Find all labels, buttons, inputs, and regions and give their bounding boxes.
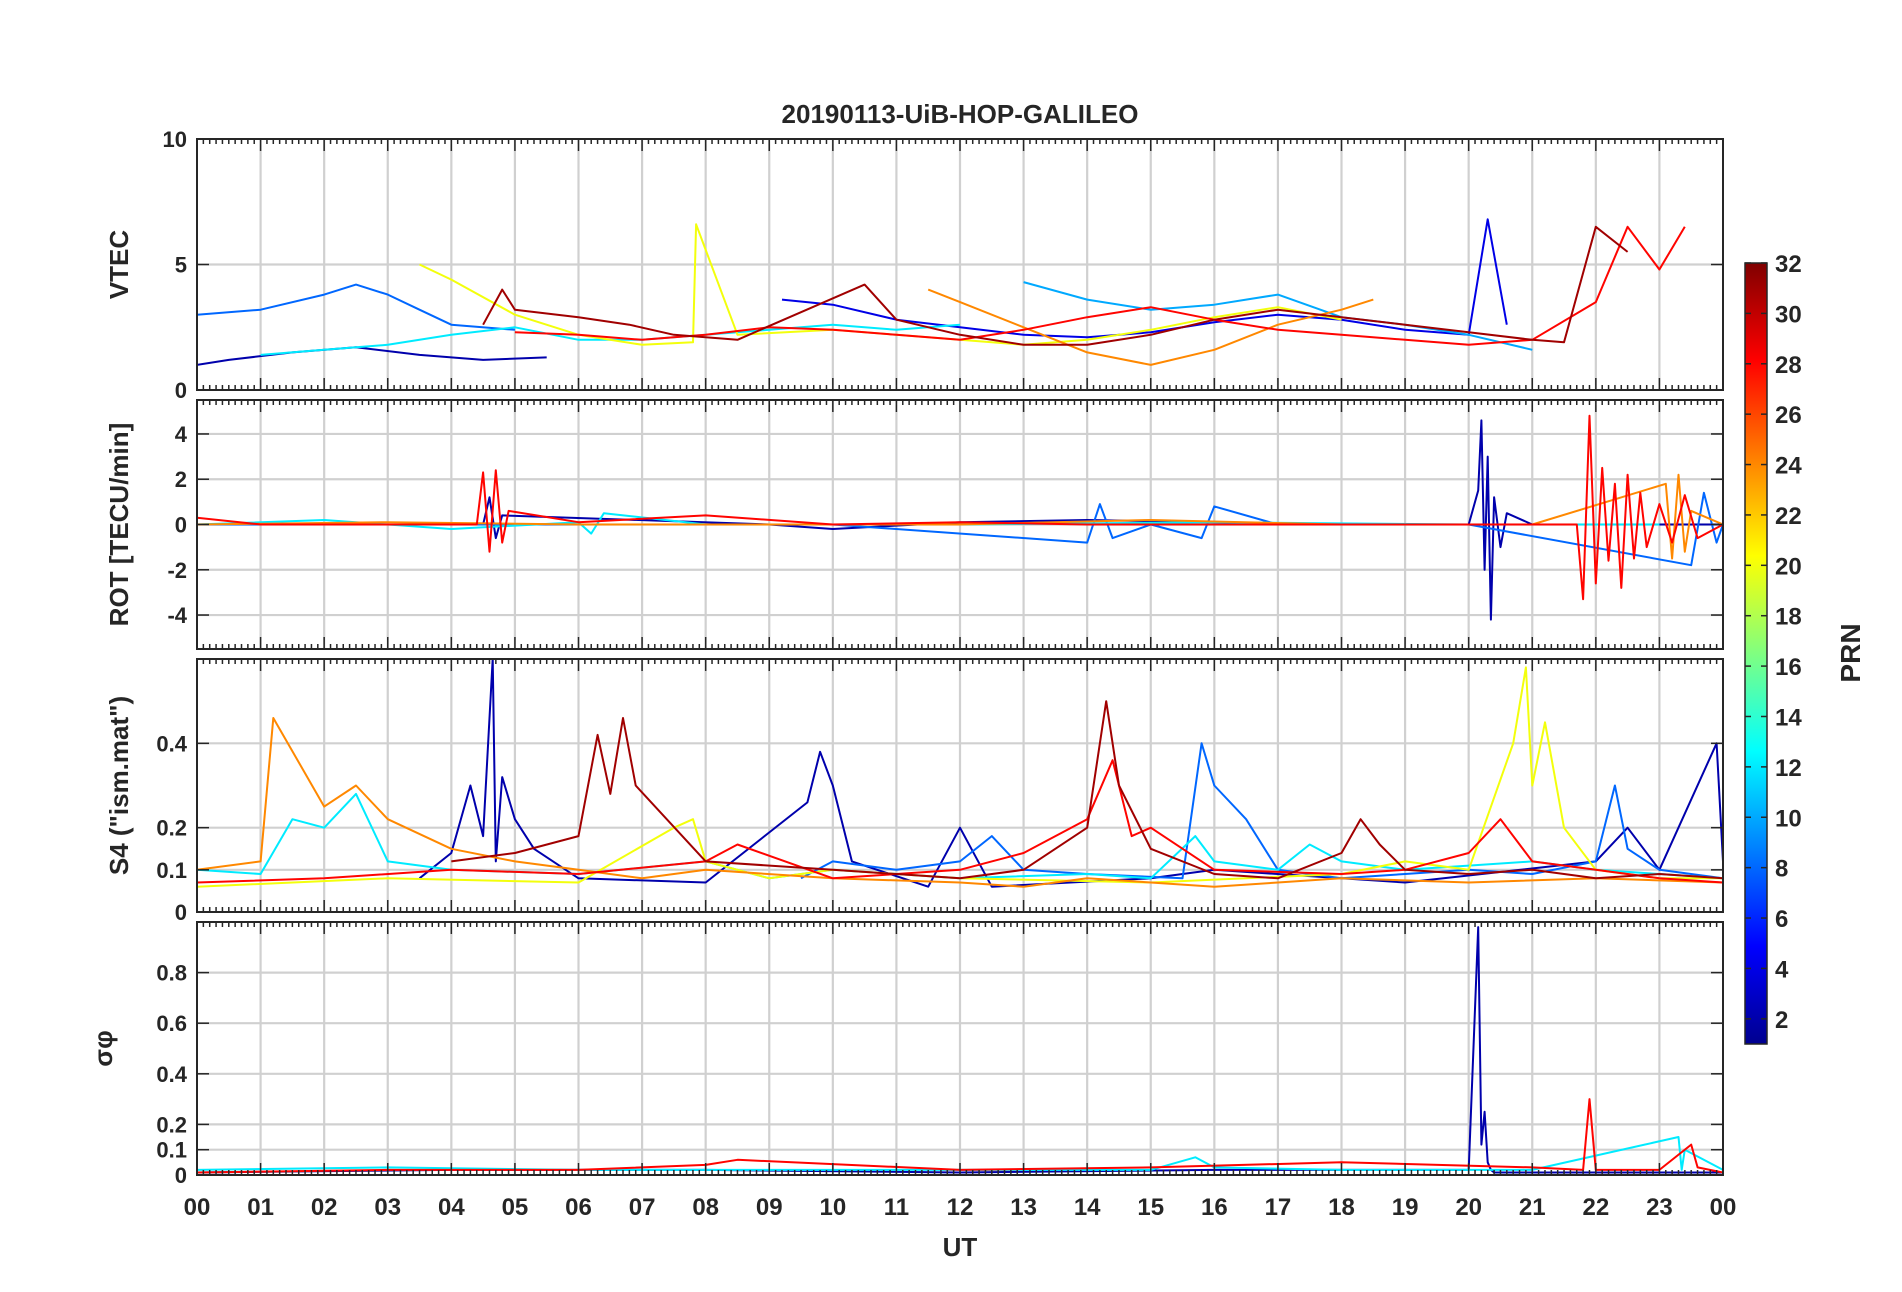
y-tick-label: 0.2 [156, 816, 187, 841]
x-tick-label: 21 [1519, 1194, 1546, 1221]
x-tick-label: 18 [1328, 1194, 1355, 1221]
series-line-prn-12 [197, 792, 1723, 880]
x-tick-label: 05 [502, 1194, 529, 1221]
colorbar-tick-label: 10 [1775, 805, 1802, 832]
colorbar-tick-label: 18 [1775, 604, 1802, 631]
x-tick-label: 23 [1646, 1194, 1673, 1221]
series-line-prn-28 [514, 225, 1686, 346]
y-tick-label: 2 [175, 467, 187, 492]
series-group [197, 218, 1686, 366]
y-tick-label: -4 [167, 603, 187, 628]
y-axis-label: σφ [88, 1030, 118, 1066]
panel-3: 0 0.1 0.2 0.4 S4 ("ism.mat") [104, 658, 1724, 925]
colorbar-tick-label: 28 [1775, 352, 1802, 379]
x-tick-label: 16 [1201, 1194, 1228, 1221]
x-tick-label: 06 [565, 1194, 592, 1221]
colorbar-tick-label: 2 [1775, 1007, 1788, 1034]
y-tick-label: 0.1 [156, 1138, 187, 1163]
x-tick-label: 19 [1392, 1194, 1419, 1221]
x-tick-label: 11 [884, 1194, 909, 1221]
y-axis-label: VTEC [104, 230, 134, 300]
x-tick-label: 10 [819, 1194, 846, 1221]
x-tick-label: 14 [1074, 1194, 1101, 1221]
y-tick-label: 0 [175, 900, 187, 925]
x-axis-label: UT [943, 1232, 978, 1262]
colorbar-gradient [1744, 262, 1768, 1045]
figure-title: 20190113-UiB-HOP-GALILEO [782, 99, 1139, 129]
colorbar-tick-label: 26 [1775, 402, 1802, 429]
y-tick-label: 0 [175, 378, 187, 403]
panel-1: 0 5 10 VTEC [104, 127, 1724, 403]
x-tick-label: 08 [692, 1194, 719, 1221]
x-tick-label: 00 [184, 1194, 211, 1221]
series-line-prn-28 [197, 414, 1723, 601]
colorbar-tick-label: 8 [1775, 856, 1788, 883]
colorbar-label: PRN [1835, 623, 1866, 682]
y-tick-label: 0.4 [156, 1062, 187, 1087]
series-line-prn-31 [451, 700, 1723, 880]
colorbar-tick-label: 24 [1775, 453, 1802, 480]
x-tick-label: 13 [1010, 1194, 1037, 1221]
x-tick-label: 01 [247, 1194, 274, 1221]
x-tick-label: 17 [1265, 1194, 1292, 1221]
colorbar-tick-label: 14 [1775, 704, 1802, 731]
x-tick-label: 04 [438, 1194, 465, 1221]
series-line-prn-24 [197, 717, 1723, 888]
y-axis-label: ROT [TECU/min] [104, 423, 134, 627]
y-tick-label: 5 [175, 253, 187, 278]
x-tick-label: 09 [756, 1194, 783, 1221]
series-group [197, 659, 1723, 888]
y-tick-label: 10 [163, 127, 187, 152]
panel-frame [196, 921, 1724, 1176]
series-group [197, 414, 1723, 621]
y-tick-label: 0.6 [156, 1011, 187, 1036]
series-line-prn-10 [1023, 281, 1533, 351]
colorbar-tick-label: 30 [1775, 301, 1802, 328]
series-line-prn-8 [197, 491, 1723, 567]
colorbar-tick-label: 6 [1775, 906, 1788, 933]
series-line-prn-31 [482, 225, 1629, 346]
x-tick-label: 07 [629, 1194, 656, 1221]
colorbar-tick-label: 12 [1775, 755, 1802, 782]
y-tick-label: 0.8 [156, 961, 187, 986]
x-tick-label: 15 [1137, 1194, 1164, 1221]
y-tick-label: 0 [175, 513, 187, 538]
y-tick-label: 4 [175, 422, 188, 447]
panel-4: 00.10.2 0.4 0.6 0.8 σφ [88, 921, 1724, 1188]
colorbar-tick-label: 32 [1775, 251, 1802, 278]
series-line-prn-12 [197, 1136, 1723, 1171]
y-tick-label: -2 [167, 558, 187, 583]
x-tick-label: 20 [1455, 1194, 1482, 1221]
panel-frame [196, 138, 1724, 391]
panel-2: -4 -2 0 2 4 ROT [TECU/min] [104, 399, 1724, 650]
series-line-prn-8 [197, 283, 515, 331]
y-tick-label: 0.1 [156, 858, 187, 883]
colorbar-tick-label: 20 [1775, 553, 1802, 580]
y-axis-label: S4 ("ism.mat") [104, 696, 134, 875]
y-tick-label: 0.2 [156, 1112, 187, 1137]
x-tick-label: 00 [1710, 1194, 1737, 1221]
panel-frame [196, 399, 1724, 650]
y-tick-label: 0 [175, 1163, 187, 1188]
x-tick-label: 22 [1582, 1194, 1609, 1221]
colorbar-tick-label: 16 [1775, 654, 1802, 681]
series-line-prn-28 [197, 759, 1723, 884]
x-tick-label: 02 [311, 1194, 338, 1221]
colorbar-tick-label: 22 [1775, 503, 1802, 530]
series-line-prn-8 [800, 742, 1723, 880]
x-tick-label: 12 [947, 1194, 974, 1221]
colorbar-tick-label: 4 [1775, 956, 1789, 983]
panel-frame [196, 658, 1724, 913]
y-tick-label: 0.4 [156, 731, 187, 756]
x-tick-label: 03 [374, 1194, 401, 1221]
